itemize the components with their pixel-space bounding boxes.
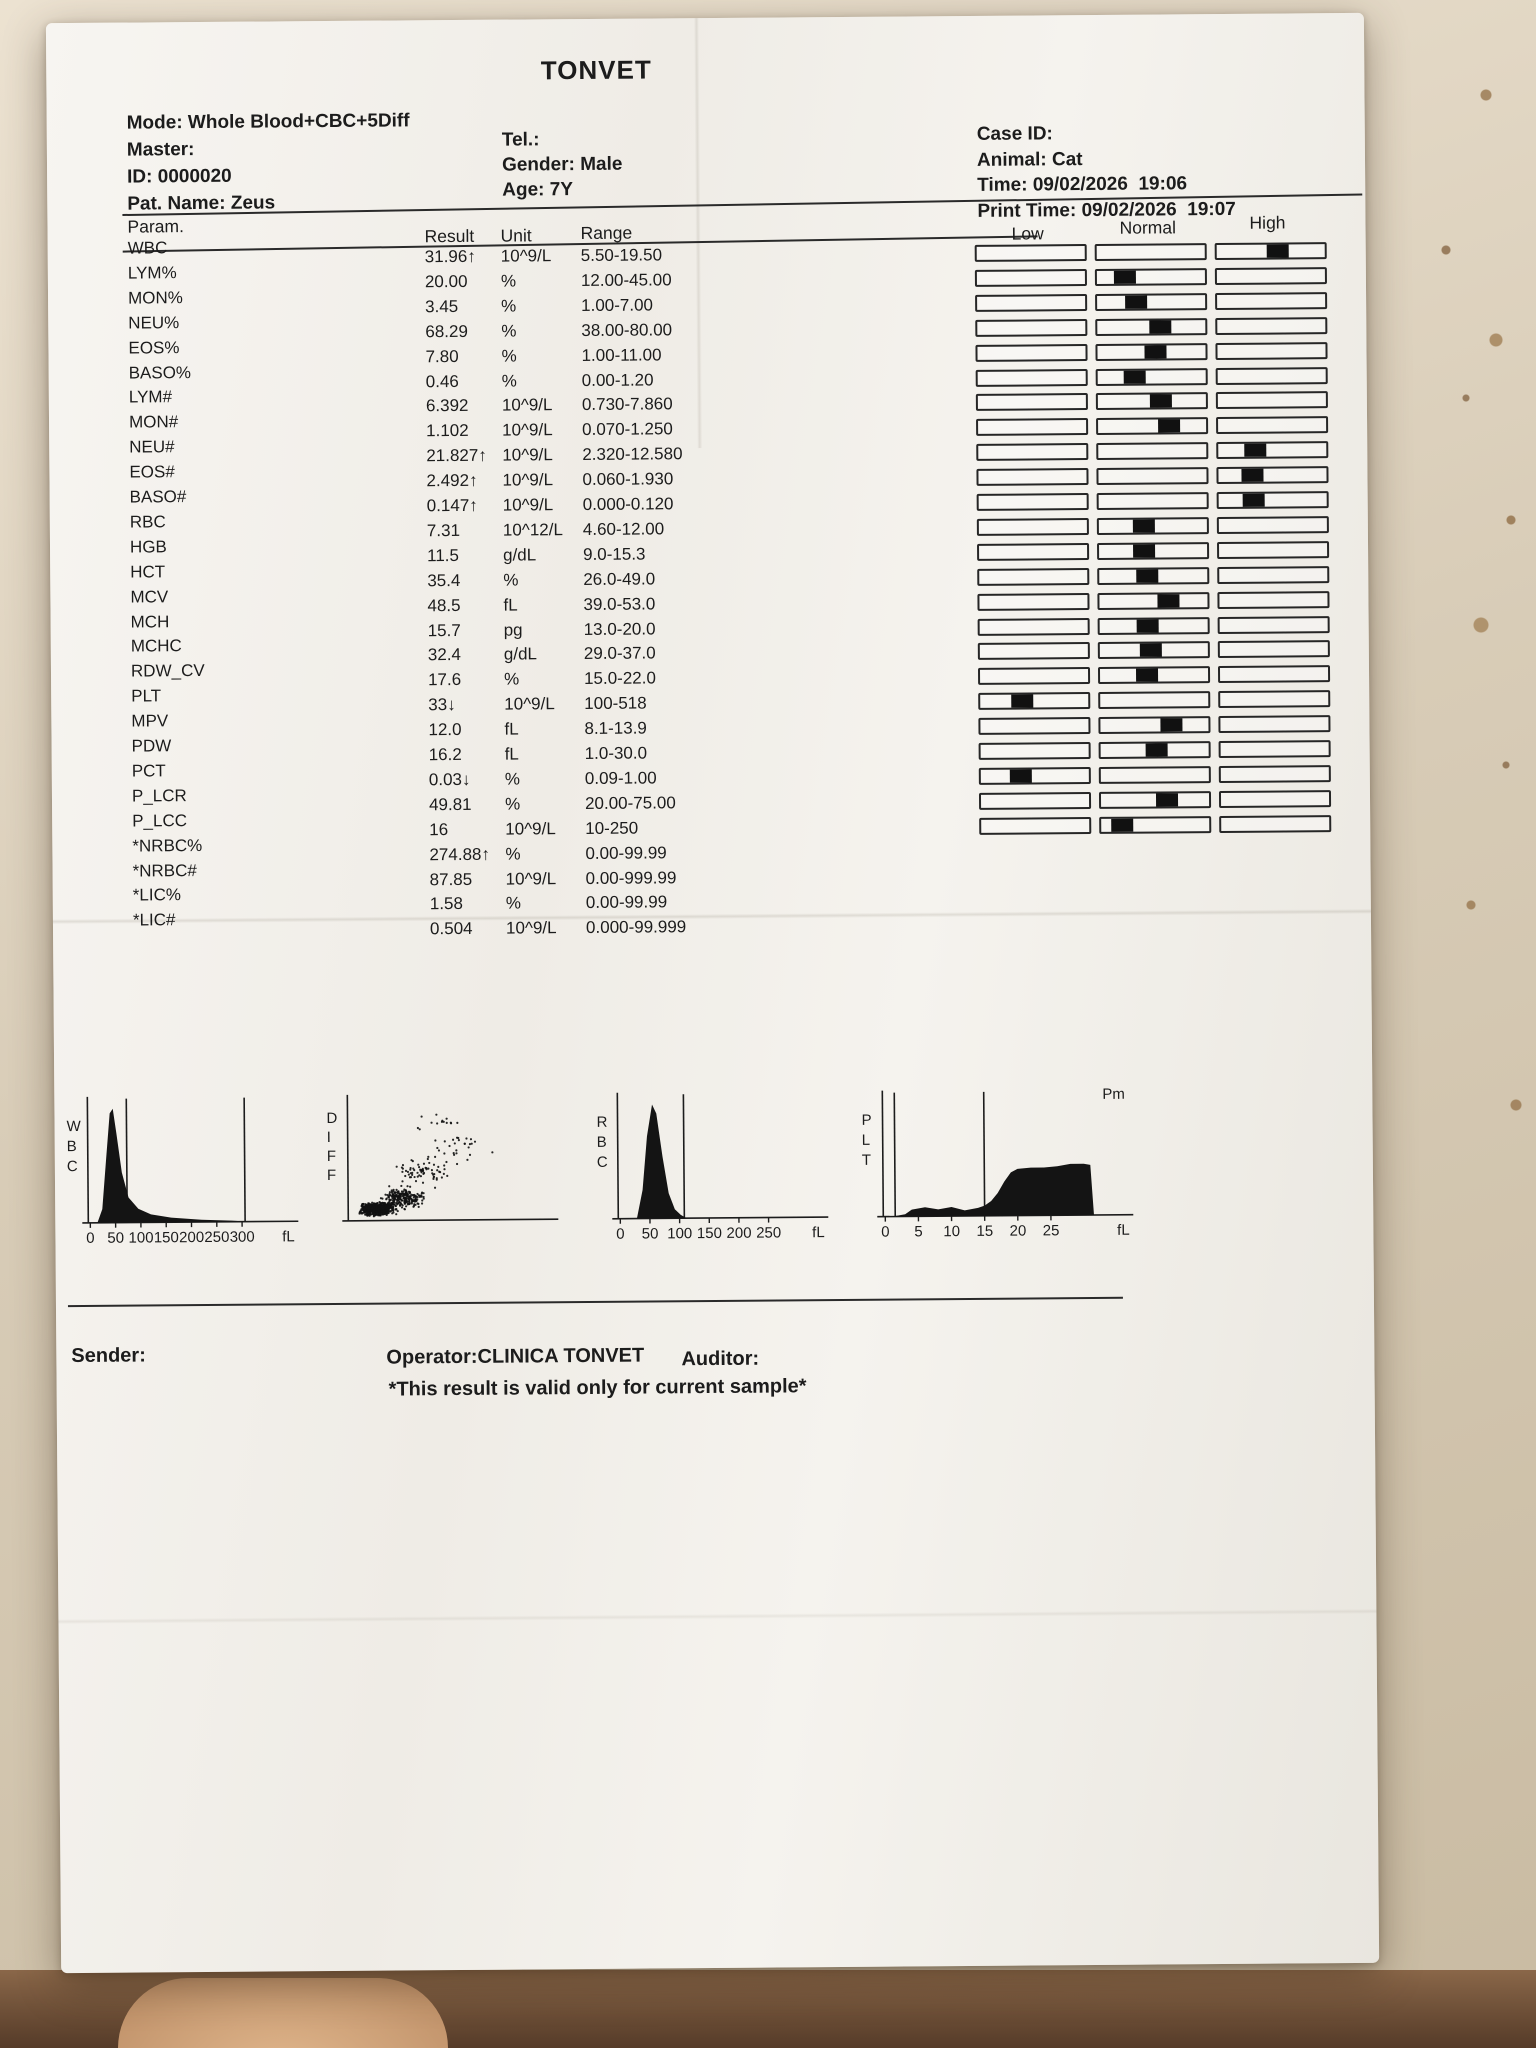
svg-text:0: 0 xyxy=(881,1224,889,1241)
svg-text:5: 5 xyxy=(914,1223,922,1240)
svg-text:fL: fL xyxy=(1117,1222,1130,1239)
svg-text:25: 25 xyxy=(1043,1222,1060,1239)
svg-text:B: B xyxy=(597,1134,607,1151)
operator-label: Operator:CLINICA TONVET xyxy=(386,1344,645,1369)
svg-text:100: 100 xyxy=(667,1225,692,1242)
header-right-line: Case ID: xyxy=(976,123,1053,145)
svg-text:250: 250 xyxy=(756,1224,781,1241)
svg-text:15: 15 xyxy=(976,1223,993,1240)
header-left-line: Mode: Whole Blood+CBC+5Diff xyxy=(126,110,410,134)
svg-text:F: F xyxy=(327,1167,336,1184)
cell-param: MCV xyxy=(130,586,169,607)
svg-text:F: F xyxy=(327,1148,336,1165)
cell-param: EOS# xyxy=(129,462,175,482)
svg-text:W: W xyxy=(66,1118,81,1135)
svg-text:fL: fL xyxy=(812,1224,825,1241)
svg-text:Pm: Pm xyxy=(1102,1086,1125,1103)
svg-text:150: 150 xyxy=(697,1225,722,1242)
svg-text:0: 0 xyxy=(616,1226,624,1243)
svg-text:300: 300 xyxy=(230,1229,255,1246)
svg-text:150: 150 xyxy=(154,1229,179,1246)
cell-param: PCT xyxy=(131,761,166,781)
cell-param: BASO# xyxy=(129,487,187,507)
header-right-line: Print Time: 09/02/2026 19:07 xyxy=(977,198,1236,222)
svg-text:fL: fL xyxy=(282,1228,295,1245)
cell-param: P_LCC xyxy=(132,810,188,831)
cell-param: MON# xyxy=(128,412,179,432)
cell-param: HGB xyxy=(129,537,167,557)
svg-text:250: 250 xyxy=(204,1229,229,1246)
cell-param: HCT xyxy=(130,561,166,582)
clinic-title: TONVET xyxy=(540,54,652,86)
cell-param: PLT xyxy=(131,686,162,706)
cell-param: EOS% xyxy=(128,337,180,358)
header-mid-line: Gender: Male xyxy=(501,153,623,176)
cell-param: PDW xyxy=(131,736,172,756)
chart-plt: P L T 0 5 10 15 20 25 fL Pm xyxy=(854,1077,1145,1264)
svg-text:C: C xyxy=(597,1154,608,1171)
svg-text:T: T xyxy=(862,1152,871,1169)
cell-param: LYM# xyxy=(128,387,173,407)
header-right-line: Animal: Cat xyxy=(976,148,1083,171)
svg-text:D: D xyxy=(326,1110,337,1127)
svg-text:100: 100 xyxy=(128,1229,153,1246)
cell-param: BASO% xyxy=(128,362,192,383)
cell-param: WBC xyxy=(127,238,168,258)
sender-label: Sender: xyxy=(71,1344,146,1368)
svg-text:C: C xyxy=(67,1158,78,1175)
cell-param: LYM% xyxy=(127,263,177,283)
svg-text:0: 0 xyxy=(86,1230,94,1247)
svg-text:200: 200 xyxy=(179,1229,204,1246)
svg-text:R: R xyxy=(596,1114,607,1131)
divider-line-footer xyxy=(67,1296,1123,1308)
cell-param: *NRBC# xyxy=(132,860,197,881)
validity-note: *This result is valid only for current s… xyxy=(388,1375,807,1401)
cell-param: *LIC% xyxy=(132,885,182,905)
chart-wbc: W B C 0 50 100 150 200 250 300 fL xyxy=(59,1083,310,1270)
svg-text:L: L xyxy=(862,1132,870,1149)
paper-crease-horizontal xyxy=(58,1608,1377,1625)
svg-text:200: 200 xyxy=(726,1225,751,1242)
svg-text:I: I xyxy=(327,1129,331,1146)
header-left-line: Master: xyxy=(126,139,195,161)
cell-param: MCHC xyxy=(130,636,182,656)
cell-param: RBC xyxy=(129,512,166,532)
cell-unit: 10^9/L xyxy=(505,918,557,938)
svg-text:10: 10 xyxy=(943,1223,960,1240)
header-right-line: Time: 09/02/2026 19:06 xyxy=(977,173,1188,197)
cell-range: 0.000-99.999 xyxy=(585,917,687,938)
cell-param: RDW_CV xyxy=(130,661,205,681)
cell-param: *NRBC% xyxy=(132,835,203,856)
cell-result: 0.504 xyxy=(429,919,473,939)
svg-text:50: 50 xyxy=(107,1230,124,1247)
svg-text:P: P xyxy=(861,1112,871,1129)
chart-rbc: R B C 0 50 100 150 200 250 fL xyxy=(589,1079,840,1266)
auditor-label: Auditor: xyxy=(681,1347,760,1371)
header-left-line: ID: 0000020 xyxy=(127,165,232,188)
lab-report-paper: TONVET Mode: Whole Blood+CBC+5Diff Master… xyxy=(45,12,1380,1974)
header-mid-line: Tel.: xyxy=(501,129,540,151)
cell-param: MON% xyxy=(127,287,183,308)
cell-param: NEU% xyxy=(128,312,180,333)
svg-text:50: 50 xyxy=(642,1225,659,1242)
svg-text:B: B xyxy=(67,1138,77,1155)
cell-param: P_LCR xyxy=(131,785,187,806)
cell-param: MPV xyxy=(131,711,169,731)
cell-param: NEU# xyxy=(129,437,175,457)
svg-text:20: 20 xyxy=(1010,1223,1027,1240)
cell-param: MCH xyxy=(130,611,170,632)
header-mid-line: Age: 7Y xyxy=(502,179,574,201)
finger xyxy=(118,1978,448,2048)
cell-param: *LIC# xyxy=(132,910,176,930)
column-header-param: Param. xyxy=(127,216,184,237)
header-left-line: Pat. Name: Zeus xyxy=(127,192,276,215)
